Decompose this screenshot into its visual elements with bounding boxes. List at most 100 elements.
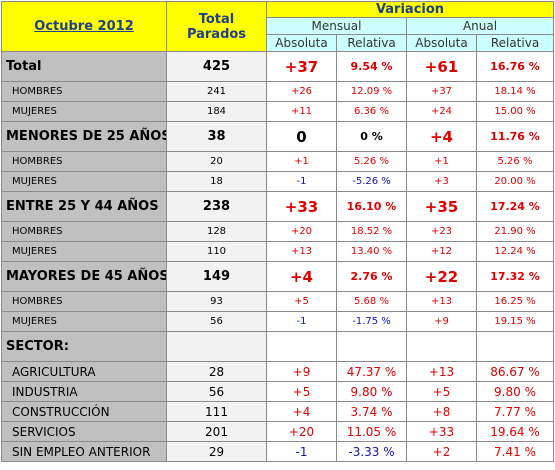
variation-cell: +12 <box>406 241 477 262</box>
empty-cell <box>266 331 337 362</box>
total-header: Total Parados <box>166 1 267 52</box>
variation-cell: -1.75 % <box>336 311 407 332</box>
row-label: AGRICULTURA <box>1 361 167 382</box>
variation-cell: +5 <box>406 381 477 402</box>
variation-cell: 16.10 % <box>336 191 407 222</box>
variation-cell: -3.33 % <box>336 441 407 462</box>
variation-cell: -1 <box>266 311 337 332</box>
row-label: HOMBRES <box>1 151 167 172</box>
row-label: CONSTRUCCIÓN <box>1 401 167 422</box>
empty-cell <box>336 331 407 362</box>
table-row: HOMBRES 128 +20 18.52 % +23 21.90 % <box>1 221 554 242</box>
variation-cell: +8 <box>406 401 477 422</box>
total-cell: 111 <box>166 401 267 422</box>
row-label: MUJERES <box>1 171 167 192</box>
variation-cell: +20 <box>266 221 337 242</box>
header-row: Octubre 2012 Total Parados Variacion <box>1 1 554 52</box>
variation-cell: +5 <box>266 381 337 402</box>
variation-cell: 7.41 % <box>476 441 554 462</box>
total-cell: 28 <box>166 361 267 382</box>
variation-cell: 16.76 % <box>476 51 554 82</box>
variation-cell: -1 <box>266 171 337 192</box>
variation-cell: +5 <box>266 291 337 312</box>
total-cell: 38 <box>166 121 267 152</box>
table-body: Octubre 2012 Total Parados Variacion Men… <box>1 1 554 462</box>
variation-cell: +33 <box>266 191 337 222</box>
variation-cell: 11.05 % <box>336 421 407 442</box>
variation-cell: 9.54 % <box>336 51 407 82</box>
variation-cell: +33 <box>406 421 477 442</box>
variation-cell: 11.76 % <box>476 121 554 152</box>
table-row: AGRICULTURA 28 +9 47.37 % +13 86.67 % <box>1 361 554 382</box>
total-cell: 56 <box>166 381 267 402</box>
table-row: SIN EMPLEO ANTERIOR 29 -1 -3.33 % +2 7.41 % <box>1 441 554 462</box>
variation-cell: 20.00 % <box>476 171 554 192</box>
total-cell: 110 <box>166 241 267 262</box>
table-row: SERVICIOS 201 +20 11.05 % +33 19.64 % <box>1 421 554 442</box>
variation-cell: 17.24 % <box>476 191 554 222</box>
variation-cell: 15.00 % <box>476 101 554 122</box>
row-label: MUJERES <box>1 101 167 122</box>
variation-cell: 6.36 % <box>336 101 407 122</box>
total-cell: 425 <box>166 51 267 82</box>
variation-cell: 0 <box>266 121 337 152</box>
variation-cell: 18.14 % <box>476 81 554 102</box>
variation-cell: 21.90 % <box>476 221 554 242</box>
table-row: MUJERES 56 -1 -1.75 % +9 19.15 % <box>1 311 554 332</box>
variation-cell: +13 <box>406 291 477 312</box>
variation-cell: +22 <box>406 261 477 292</box>
variation-cell: +35 <box>406 191 477 222</box>
table-row: MUJERES 18 -1 -5.26 % +3 20.00 % <box>1 171 554 192</box>
variation-cell: +9 <box>266 361 337 382</box>
stats-table: Octubre 2012 Total Parados Variacion Men… <box>1 1 554 462</box>
variation-header: Variacion <box>266 1 554 18</box>
variation-cell: 16.25 % <box>476 291 554 312</box>
total-cell: 201 <box>166 421 267 442</box>
variation-cell: 0 % <box>336 121 407 152</box>
column-header: Absoluta <box>406 34 477 52</box>
variation-cell: +20 <box>266 421 337 442</box>
variation-cell: +61 <box>406 51 477 82</box>
variation-cell: 13.40 % <box>336 241 407 262</box>
variation-cell: 7.77 % <box>476 401 554 422</box>
row-label: SECTOR: <box>1 331 167 362</box>
table-row: HOMBRES 241 +26 12.09 % +37 18.14 % <box>1 81 554 102</box>
variation-cell: +37 <box>406 81 477 102</box>
variation-cell: 5.26 % <box>476 151 554 172</box>
variation-cell: 5.68 % <box>336 291 407 312</box>
row-label: ENTRE 25 Y 44 AÑOS <box>1 191 167 222</box>
row-label: MENORES DE 25 AÑOS: <box>1 121 167 152</box>
row-label: MUJERES <box>1 311 167 332</box>
column-header: Absoluta <box>266 34 337 52</box>
variation-cell: 19.64 % <box>476 421 554 442</box>
variation-cell: 9.80 % <box>336 381 407 402</box>
variation-cell: 86.67 % <box>476 361 554 382</box>
table-row: MENORES DE 25 AÑOS: 38 0 0 % +4 11.76 % <box>1 121 554 152</box>
variation-cell: 5.26 % <box>336 151 407 172</box>
table-row: HOMBRES 93 +5 5.68 % +13 16.25 % <box>1 291 554 312</box>
variation-cell: 18.52 % <box>336 221 407 242</box>
variation-cell: +11 <box>266 101 337 122</box>
variation-cell: +1 <box>406 151 477 172</box>
variation-cell: -1 <box>266 441 337 462</box>
table-row: HOMBRES 20 +1 5.26 % +1 5.26 % <box>1 151 554 172</box>
variation-cell: 17.32 % <box>476 261 554 292</box>
variation-cell: +13 <box>266 241 337 262</box>
variation-cell: 12.09 % <box>336 81 407 102</box>
variation-cell: +1 <box>266 151 337 172</box>
variation-cell: +9 <box>406 311 477 332</box>
column-header: Relativa <box>476 34 554 52</box>
table-row: MAYORES DE 45 AÑOS 149 +4 2.76 % +22 17.32 % <box>1 261 554 292</box>
variation-cell: +24 <box>406 101 477 122</box>
period: Octubre 2012 <box>1 1 167 52</box>
total-cell: 128 <box>166 221 267 242</box>
table-row: Total 425 +37 9.54 % +61 16.76 % <box>1 51 554 82</box>
variation-cell: 19.15 % <box>476 311 554 332</box>
row-label: HOMBRES <box>1 81 167 102</box>
variation-cell: +4 <box>266 261 337 292</box>
total-cell: 29 <box>166 441 267 462</box>
table-row: INDUSTRIA 56 +5 9.80 % +5 9.80 % <box>1 381 554 402</box>
total-cell: 184 <box>166 101 267 122</box>
table-row: MUJERES 184 +11 6.36 % +24 15.00 % <box>1 101 554 122</box>
